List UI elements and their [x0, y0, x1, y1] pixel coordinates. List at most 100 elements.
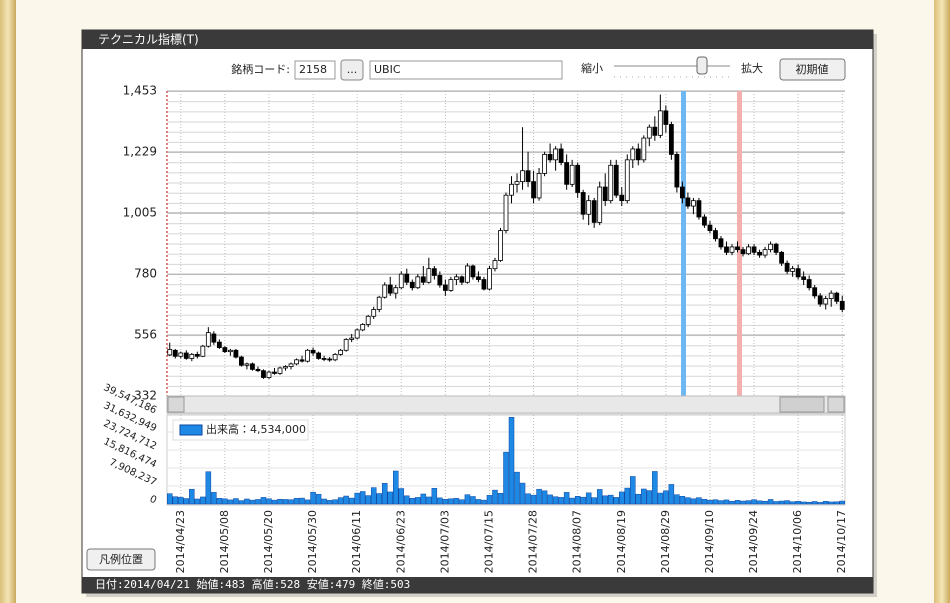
- candle-body: [404, 273, 410, 283]
- volume-bar: [486, 495, 493, 505]
- legend-position-button[interactable]: [86, 548, 156, 571]
- volume-bar: [536, 488, 542, 505]
- volume-bar: [431, 488, 438, 505]
- volume-bar: [249, 499, 256, 505]
- candle-body: [465, 265, 470, 283]
- candle-body: [641, 137, 647, 161]
- candle-body: [575, 164, 581, 193]
- volume-bar: [404, 495, 410, 505]
- candle-body: [580, 192, 586, 215]
- volume-bar: [800, 501, 807, 505]
- scroll-left[interactable]: [167, 396, 185, 413]
- candle-body: [597, 186, 603, 223]
- candle-body: [591, 200, 597, 223]
- candle-body: [183, 352, 189, 359]
- candle-body: [707, 224, 713, 231]
- volume-bar: [453, 498, 460, 505]
- volume-bar: [189, 488, 195, 505]
- x-tick-label: 2014/06/23: [394, 510, 407, 573]
- volume-bar: [811, 501, 818, 505]
- name-value: UBIC: [374, 63, 401, 76]
- candle-body: [718, 238, 724, 248]
- volume-bar: [674, 494, 680, 505]
- scrollbar[interactable]: [166, 395, 846, 414]
- candle-body: [266, 371, 272, 378]
- volume-bar: [381, 483, 388, 505]
- x-tick-label: 2014/10/17: [835, 510, 848, 573]
- candle-body: [602, 186, 608, 202]
- y-tick-label: 332: [134, 389, 157, 403]
- x-tick-label: 2014/09/24: [747, 510, 760, 573]
- candle-body: [360, 324, 366, 331]
- y-tick-label: 556: [134, 328, 157, 342]
- candle-body: [619, 194, 625, 202]
- volume-bar: [591, 497, 597, 505]
- candle-body: [702, 216, 707, 226]
- volume-bar: [547, 494, 553, 505]
- volume-bar: [646, 490, 653, 505]
- volume-bar: [178, 496, 184, 505]
- volume-bar: [668, 484, 675, 505]
- candle-body: [657, 110, 663, 136]
- candle-body: [349, 337, 355, 340]
- candle-body: [724, 246, 729, 253]
- candle-body: [514, 181, 520, 185]
- reset-button[interactable]: [779, 58, 846, 81]
- candle-body: [332, 353, 338, 361]
- browse-button[interactable]: [340, 59, 364, 81]
- volume-bar: [585, 492, 592, 505]
- candle-body: [437, 275, 443, 286]
- candle-body: [668, 124, 674, 155]
- volume-bar: [685, 497, 691, 505]
- candle-body: [227, 349, 233, 353]
- price-plot-bg: [167, 91, 845, 396]
- code-value: 2158: [299, 63, 327, 76]
- volume-bar: [205, 471, 212, 505]
- candle-body: [205, 332, 211, 347]
- volume-bar: [619, 491, 625, 505]
- candle-body: [272, 371, 277, 374]
- volume-bar: [574, 496, 581, 505]
- scroll-thumb[interactable]: [779, 396, 825, 413]
- code-input[interactable]: [294, 60, 336, 80]
- volume-bar: [784, 500, 790, 505]
- volume-bar: [833, 501, 840, 505]
- candle-body: [503, 194, 509, 231]
- name-input[interactable]: [369, 60, 563, 80]
- volume-bar: [696, 497, 702, 505]
- candle-body: [294, 359, 299, 365]
- candle-body: [696, 200, 702, 218]
- volume-bar: [194, 498, 201, 505]
- volume-bar: [222, 498, 228, 505]
- candle-body: [635, 148, 641, 161]
- candle-body: [812, 287, 818, 297]
- x-tick-label: 2014/05/08: [218, 510, 231, 573]
- volume-bar: [293, 498, 300, 505]
- volume-bar: [393, 470, 399, 505]
- scroll-right[interactable]: [827, 396, 845, 413]
- volume-bar: [663, 490, 669, 505]
- volume-bar: [233, 498, 239, 505]
- title-bar: [82, 30, 873, 49]
- volume-bar: [255, 499, 261, 505]
- volume-bar: [288, 499, 294, 505]
- volume-bar: [508, 417, 515, 505]
- candle-body: [757, 251, 762, 256]
- candle-body: [321, 358, 327, 360]
- candle-body: [751, 246, 757, 253]
- slider-thumb[interactable]: [696, 56, 708, 75]
- volume-bar: [707, 499, 713, 505]
- zoom-out: 縮小: [581, 61, 603, 75]
- volume-bar: [282, 499, 289, 505]
- volume-bar: [348, 497, 355, 505]
- candle-body: [178, 352, 184, 357]
- volume-bar: [310, 491, 316, 505]
- candle-body: [459, 276, 465, 283]
- candle-body: [277, 367, 283, 374]
- candle-body: [371, 309, 377, 317]
- volume-bar: [514, 471, 520, 505]
- volume-bar: [343, 495, 349, 505]
- candle-body: [382, 284, 388, 298]
- candle-body: [762, 249, 768, 256]
